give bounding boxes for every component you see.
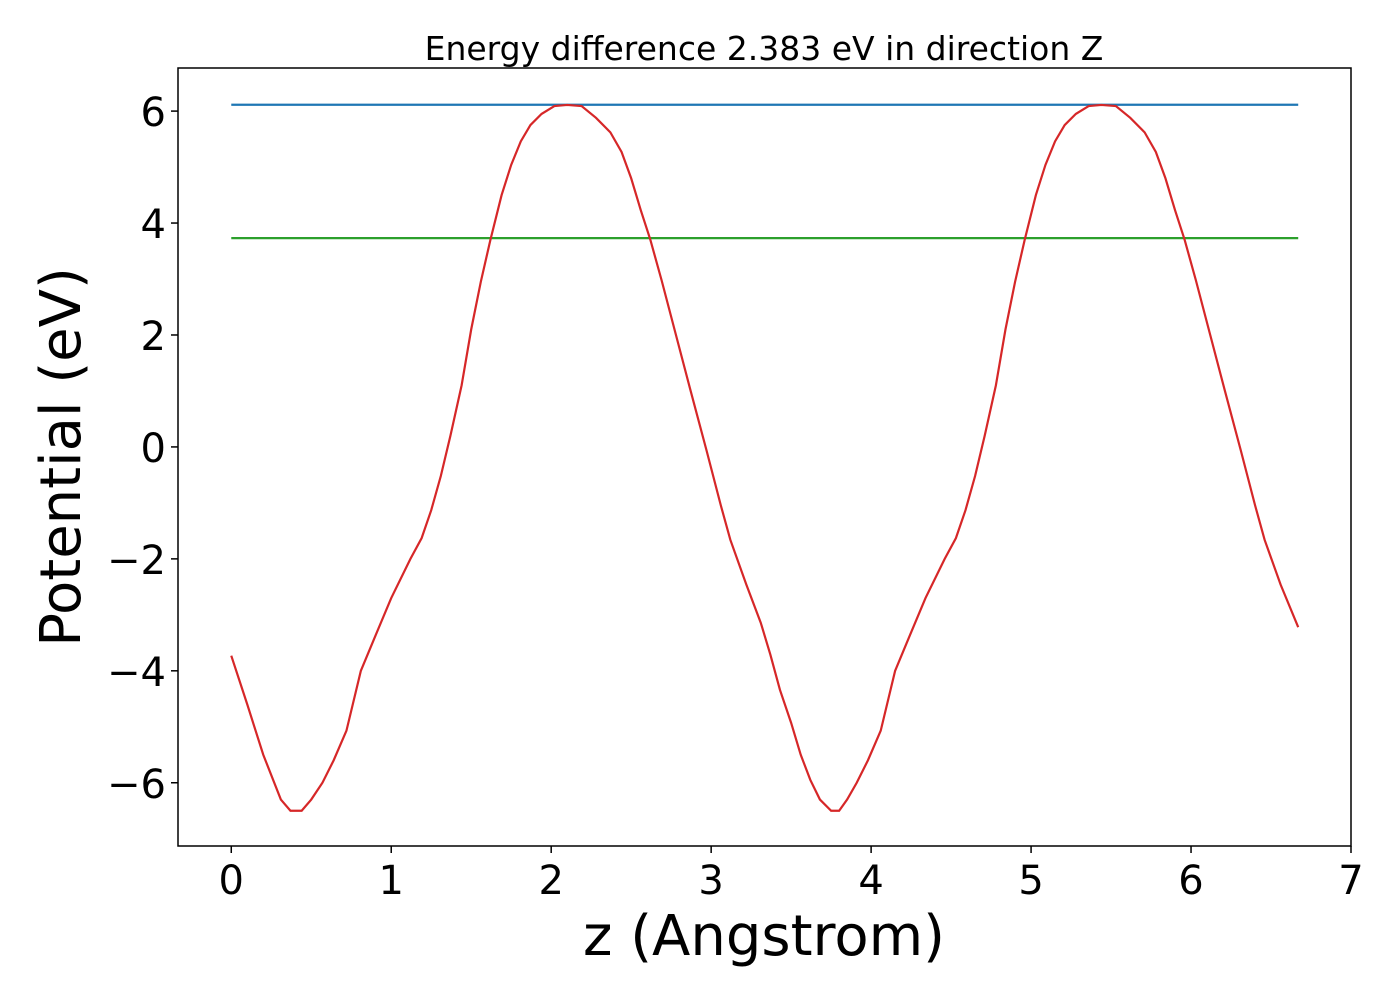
series-line [230, 103, 1300, 812]
x-axis-label: z (Angstrom) [583, 904, 945, 969]
x-tick-label: 7 [1338, 858, 1363, 904]
x-tick-label: 6 [1178, 858, 1203, 904]
x-tick-label: 5 [1018, 858, 1043, 904]
x-tick-label: 1 [379, 858, 404, 904]
y-tick-label: −6 [107, 762, 166, 808]
y-axis-label: Potential (eV) [29, 267, 94, 647]
y-tick-label: 6 [141, 90, 166, 136]
x-tick-label: 0 [219, 858, 244, 904]
y-tick-label: −2 [107, 538, 166, 584]
y-tick-label: 2 [141, 314, 166, 360]
chart-title: Energy difference 2.383 eV in direction … [425, 29, 1104, 68]
x-tick-label: 3 [698, 858, 723, 904]
x-tick-label: 4 [858, 858, 883, 904]
y-tick-label: −4 [107, 650, 166, 696]
y-tick-label: 4 [141, 202, 166, 248]
y-tick-label: 0 [141, 426, 166, 472]
plot-frame [177, 67, 1352, 847]
x-tick-label: 2 [538, 858, 563, 904]
